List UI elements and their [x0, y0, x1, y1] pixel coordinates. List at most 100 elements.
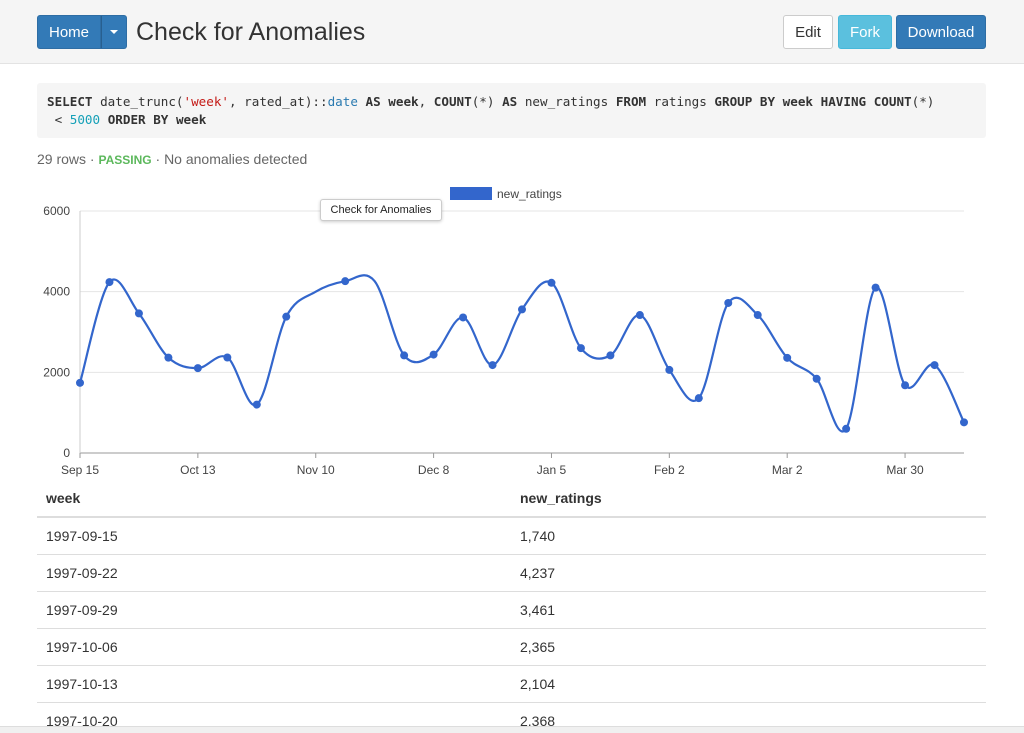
- status-message: No anomalies detected: [164, 151, 308, 167]
- home-button[interactable]: Home: [37, 15, 101, 49]
- data-point: [635, 311, 644, 320]
- chart-tooltip: Check for Anomalies: [320, 199, 442, 221]
- sql-token: AS: [502, 94, 518, 109]
- data-point: [901, 381, 910, 390]
- sql-token: [866, 94, 874, 109]
- data-point: [930, 361, 939, 370]
- x-tick-label: Mar 2: [772, 463, 803, 477]
- data-point: [606, 351, 615, 360]
- table-row: 1997-09-22 4,237: [37, 553, 986, 591]
- data-point: [547, 278, 556, 287]
- status-badge: PASSING: [98, 153, 152, 167]
- sql-token: week: [175, 112, 207, 127]
- status-line: 29 rows · PASSING · No anomalies detecte…: [37, 150, 307, 169]
- sql-token: (*) <: [54, 94, 935, 127]
- data-point: [724, 298, 733, 307]
- sql-token: SELECT: [47, 94, 93, 109]
- data-point: [459, 313, 468, 322]
- cell-new-ratings: 2,365: [511, 627, 986, 665]
- data-point: [518, 305, 526, 314]
- data-point: [960, 418, 968, 427]
- row-count: 29 rows: [37, 151, 87, 167]
- y-tick-label: 0: [63, 446, 70, 460]
- column-header-week[interactable]: week: [37, 480, 511, 518]
- data-point: [694, 394, 703, 403]
- home-dropdown-toggle[interactable]: [101, 15, 127, 49]
- sql-token: ORDER BY: [107, 112, 169, 127]
- sql-token: 'week': [183, 94, 230, 109]
- x-tick-label: Feb 2: [654, 463, 685, 477]
- data-point: [164, 353, 173, 362]
- sql-token: 5000: [69, 112, 101, 127]
- x-tick-label: Dec 8: [418, 463, 450, 477]
- series-line-new-ratings: [78, 274, 965, 433]
- data-point: [105, 278, 114, 287]
- sql-token: COUNT: [873, 94, 912, 109]
- fork-button[interactable]: Fork: [838, 15, 892, 49]
- x-tick-label: Oct 13: [180, 463, 216, 477]
- data-point: [193, 364, 202, 373]
- cell-new-ratings: 3,461: [511, 590, 986, 628]
- cell-new-ratings: 4,237: [511, 553, 986, 591]
- cell-week: 1997-09-29: [37, 590, 511, 628]
- sql-token: [775, 94, 783, 109]
- data-point: [223, 353, 232, 362]
- data-point: [576, 344, 585, 353]
- data-point: [400, 351, 409, 360]
- sql-token: (*): [471, 94, 503, 109]
- edit-button[interactable]: Edit: [783, 15, 833, 49]
- sql-token: HAVING: [820, 94, 867, 109]
- line-chart: 0 2000 4000 6000 Sep 15 Oct 13 Nov 10 Dec 8 Jan …: [43, 187, 968, 477]
- sql-token: ratings: [646, 94, 715, 109]
- cell-week: 1997-09-22: [37, 553, 511, 591]
- y-tick-label: 6000: [43, 204, 70, 218]
- x-tick-label: Sep 15: [61, 463, 99, 477]
- sql-token: date_trunc(: [92, 94, 184, 109]
- sql-token: [100, 112, 108, 127]
- sql-token: COUNT: [433, 94, 472, 109]
- window-bottom-edge: [0, 726, 1024, 733]
- sql-token: GROUP BY: [714, 94, 776, 109]
- sql-token: date: [327, 94, 358, 109]
- results-table-container: week new_ratings 1997-09-15 1,740 1997-09-…: [37, 480, 986, 732]
- data-point: [842, 424, 851, 433]
- status-separator: ·: [86, 151, 99, 167]
- legend-swatch: [450, 187, 492, 200]
- page-title: Check for Anomalies: [136, 18, 366, 46]
- table-body: 1997-09-15 1,740 1997-09-22 4,237 1997-09-29…: [37, 516, 986, 732]
- cell-new-ratings: 1,740: [511, 516, 986, 554]
- table-row: 1997-10-13 2,104: [37, 664, 986, 702]
- table-row: 1997-09-29 3,461: [37, 590, 986, 628]
- data-point: [783, 353, 792, 362]
- y-tick-label: 4000: [43, 285, 70, 299]
- results-table: week new_ratings 1997-09-15 1,740 1997-09-…: [37, 480, 986, 732]
- download-button[interactable]: Download: [896, 15, 986, 49]
- sql-token: , rated_at)::: [229, 94, 328, 109]
- sql-token: [358, 94, 366, 109]
- data-point: [429, 350, 438, 359]
- cell-week: 1997-10-06: [37, 627, 511, 665]
- data-point: [134, 309, 143, 318]
- status-separator: ·: [151, 151, 165, 167]
- sql-token: new_ratings: [517, 94, 616, 109]
- data-point: [282, 312, 291, 321]
- data-point: [341, 277, 350, 286]
- data-point: [753, 311, 762, 320]
- caret-down-icon: [110, 30, 118, 34]
- sql-token: [813, 94, 821, 109]
- cell-week: 1997-10-13: [37, 664, 511, 702]
- cell-new-ratings: 2,104: [511, 664, 986, 702]
- x-tick-label: Jan 5: [537, 463, 567, 477]
- data-point: [76, 378, 84, 387]
- table-row: 1997-10-06 2,365: [37, 627, 986, 665]
- y-tick-label: 2000: [43, 365, 70, 379]
- data-point: [488, 361, 497, 370]
- column-header-new-ratings[interactable]: new_ratings: [511, 480, 986, 518]
- table-row: 1997-09-15 1,740: [37, 516, 986, 554]
- header-bar: Home Check for Anomalies Edit Fork Downl…: [0, 0, 1024, 64]
- x-tick-label: Nov 10: [297, 463, 335, 477]
- sql-token: ,: [418, 94, 434, 109]
- sql-token: [168, 112, 176, 127]
- data-point: [812, 374, 821, 383]
- sql-token: FROM: [615, 94, 647, 109]
